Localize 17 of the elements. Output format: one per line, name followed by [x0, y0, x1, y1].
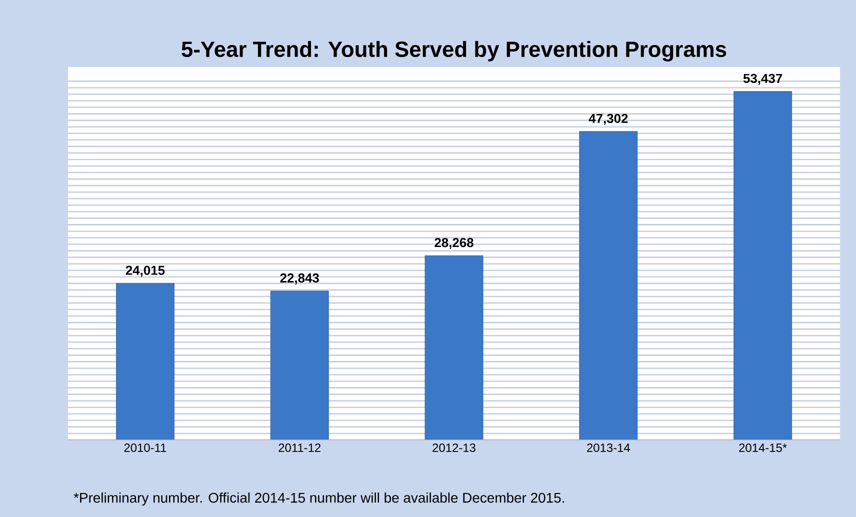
data-label: 24,015 — [126, 266, 165, 277]
bar — [424, 255, 484, 440]
data-label: 53,437 — [743, 74, 782, 85]
x-tick-label: 2013-14 — [587, 444, 630, 452]
bar — [116, 283, 174, 440]
data-label: 47,302 — [588, 114, 628, 125]
data-label: 28,268 — [434, 238, 474, 250]
x-tick-label: 2012-13 — [432, 444, 476, 452]
x-tick-label: 2014-15* — [739, 444, 787, 452]
data-label: 22,843 — [280, 273, 319, 284]
x-tick-label: 2011-12 — [278, 444, 320, 452]
x-tick-label: 2010-11 — [124, 444, 166, 452]
chart-title: 5-Year Trend: Youth Served by Prevention Programs — [182, 40, 726, 62]
bar — [579, 131, 638, 440]
text: *Preliminary number. Official 2014-15 number will be available December 2015. — [74, 492, 564, 506]
bar — [734, 91, 792, 440]
bar — [270, 290, 329, 440]
